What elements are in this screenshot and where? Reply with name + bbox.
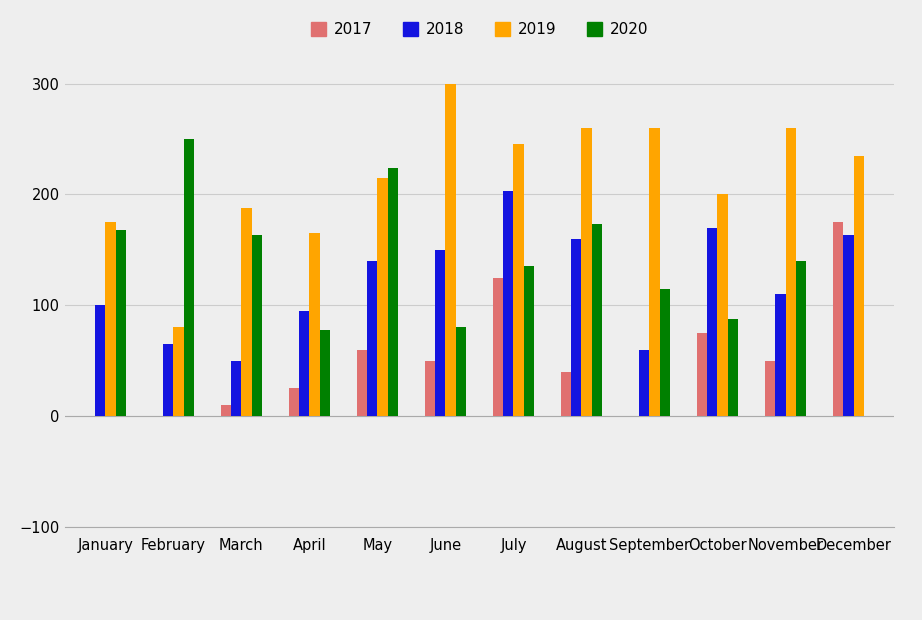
Bar [115,230,125,416]
Bar [524,267,534,416]
Legend: 2017, 2018, 2019, 2020: 2017, 2018, 2019, 2020 [304,16,655,43]
Bar [300,311,310,416]
Bar [561,372,572,416]
Bar [854,156,864,416]
Bar [503,191,514,416]
Bar [435,250,445,416]
Bar [357,350,367,416]
Bar [844,236,854,416]
Bar [775,294,786,416]
Bar [183,139,194,416]
Bar [582,128,592,416]
Bar [659,289,670,416]
Bar [289,388,300,416]
Bar [717,195,727,416]
Bar [786,128,796,416]
Bar [727,319,738,416]
Bar [765,361,775,416]
Bar [367,261,377,416]
Bar [221,405,231,416]
Bar [707,228,717,416]
Bar [231,361,242,416]
Bar [320,330,330,416]
Bar [95,305,105,416]
Bar [572,239,582,416]
Bar [445,84,455,416]
Bar [310,233,320,416]
Bar [796,261,806,416]
Bar [387,168,397,416]
Bar [377,178,387,416]
Bar [425,361,435,416]
Bar [592,224,602,416]
Bar [649,128,659,416]
Bar [493,278,503,416]
Bar [833,222,844,416]
Bar [242,208,252,416]
Bar [163,344,173,416]
Bar [514,144,524,416]
Bar [697,333,707,416]
Bar [252,236,262,416]
Bar [455,327,466,416]
Bar [639,350,649,416]
Bar [173,327,183,416]
Bar [105,222,115,416]
